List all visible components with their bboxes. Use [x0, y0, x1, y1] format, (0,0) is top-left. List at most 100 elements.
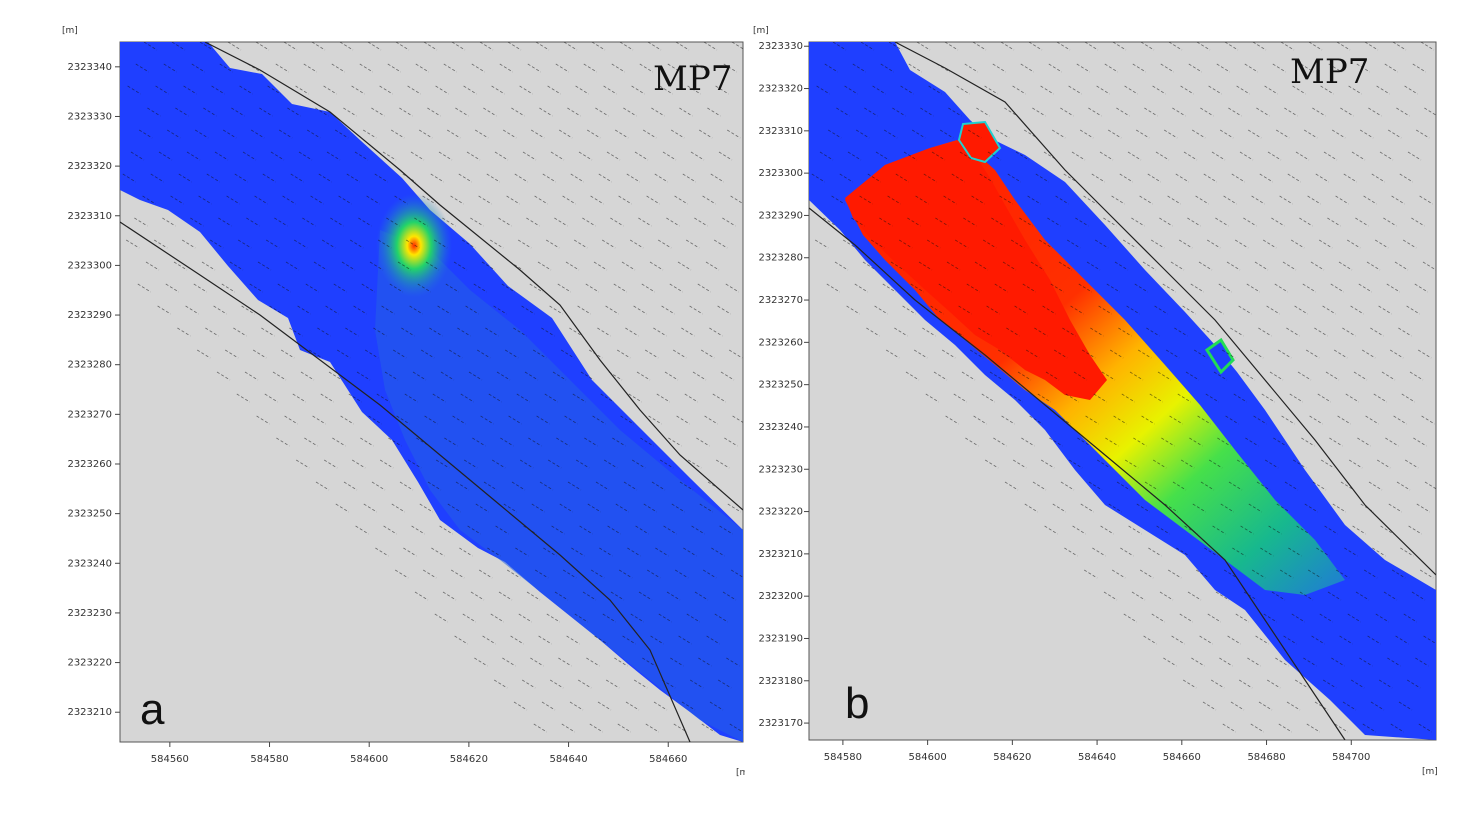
velocity-arrow [860, 42, 875, 51]
velocity-arrow [646, 569, 661, 579]
velocity-arrow [569, 701, 584, 711]
velocity-arrow [443, 63, 458, 73]
velocity-arrow [595, 481, 610, 491]
velocity-arrow [1015, 151, 1030, 161]
velocity-arrow [173, 261, 188, 271]
velocity-arrow [943, 195, 957, 205]
velocity-arrow [318, 173, 333, 183]
velocity-arrow [270, 151, 285, 161]
velocity-arrow [1320, 459, 1335, 469]
velocity-arrow [732, 415, 743, 423]
velocity-arrow [1193, 349, 1208, 359]
velocity-arrow [1271, 217, 1285, 227]
velocity-arrow [1140, 42, 1155, 51]
velocity-arrow [842, 239, 857, 249]
velocity-arrow [620, 415, 634, 425]
velocity-arrow [1175, 173, 1190, 183]
velocity-arrow [1376, 459, 1391, 469]
velocity-arrow [1233, 393, 1248, 403]
velocity-arrow [617, 723, 632, 733]
velocity-arrow [1320, 85, 1334, 95]
velocity-arrow [1251, 195, 1265, 205]
velocity-arrow [1304, 503, 1319, 513]
velocity-arrow [926, 239, 941, 249]
velocity-arrow [1391, 569, 1406, 579]
velocity-arrow [1062, 327, 1076, 337]
velocity-arrow [1244, 63, 1259, 73]
velocity-arrow [1183, 151, 1198, 161]
velocity-arrow [1167, 195, 1181, 205]
velocity-arrow [1096, 85, 1110, 95]
velocity-arrow [854, 283, 869, 293]
velocity-arrow [1004, 107, 1018, 117]
velocity-arrow [145, 261, 160, 271]
velocity-arrow [694, 591, 709, 601]
velocity-arrow [658, 613, 673, 623]
velocity-arrow [1393, 415, 1407, 425]
velocity-arrow [1066, 239, 1081, 249]
velocity-arrow [496, 371, 511, 381]
velocity-arrow [407, 459, 422, 469]
velocity-arrow [1050, 283, 1065, 293]
velocity-arrow [603, 459, 618, 469]
velocity-arrow [697, 283, 712, 293]
velocity-arrow [1378, 305, 1392, 315]
velocity-arrow [1396, 107, 1410, 117]
velocity-arrow [655, 547, 669, 557]
velocity-arrow [659, 85, 673, 95]
velocity-arrow [420, 349, 435, 359]
velocity-arrow [340, 415, 354, 425]
velocity-arrow [963, 217, 977, 227]
velocity-arrow [1118, 327, 1132, 337]
field-layer-b [809, 42, 1436, 740]
velocity-arrow [625, 327, 639, 337]
velocity-arrow [1247, 657, 1261, 667]
plume-core-b [845, 142, 1107, 400]
velocity-arrow [1206, 239, 1221, 249]
velocity-arrow [1268, 525, 1282, 535]
velocity-arrow [1189, 437, 1203, 447]
velocity-arrow [397, 261, 412, 271]
velocity-arrow [165, 283, 180, 293]
velocity-arrow [371, 481, 386, 491]
velocity-arrow [1152, 85, 1166, 95]
velocity-arrow [691, 525, 705, 535]
velocity-arrow [729, 723, 743, 733]
velocity-arrow [514, 173, 529, 183]
velocity-arrow [1224, 42, 1239, 51]
velocity-arrow [1277, 349, 1292, 359]
velocity-arrow [1370, 701, 1385, 711]
velocity-arrow [1198, 261, 1213, 271]
velocity-arrow [580, 371, 595, 381]
x-axis-b: 584580 584600 584620 584640 584660 584680 5847… [824, 740, 1370, 763]
velocity-arrow [1417, 349, 1432, 359]
velocity-arrow [432, 393, 447, 403]
velocity-arrow [425, 261, 440, 271]
velocity-arrow [478, 569, 493, 579]
velocity-arrow [1287, 173, 1302, 183]
velocity-arrow [1273, 437, 1287, 447]
velocity-arrow [610, 217, 624, 227]
velocity-arrow [274, 217, 288, 227]
velocity-arrow [1161, 437, 1175, 447]
velocity-arrow [431, 547, 445, 557]
y-tick-label: 2323260 [67, 459, 112, 470]
velocity-arrow [1083, 195, 1097, 205]
velocity-arrow [1191, 129, 1206, 139]
velocity-arrow [323, 459, 338, 469]
velocity-arrow [982, 239, 997, 249]
velocity-arrow [1266, 679, 1281, 689]
velocity-arrow [489, 239, 504, 249]
velocity-arrow [1114, 261, 1129, 271]
velocity-arrow [976, 107, 990, 117]
velocity-arrow [613, 283, 628, 293]
velocity-arrow [463, 459, 478, 469]
velocity-arrow [1192, 503, 1207, 513]
velocity-arrow [1126, 305, 1140, 315]
velocity-arrow [534, 195, 548, 205]
velocity-arrow [1152, 459, 1167, 469]
velocity-arrow [1255, 635, 1269, 645]
velocity-arrow [618, 195, 632, 205]
velocity-arrow [390, 129, 405, 139]
velocity-arrow [535, 42, 550, 51]
